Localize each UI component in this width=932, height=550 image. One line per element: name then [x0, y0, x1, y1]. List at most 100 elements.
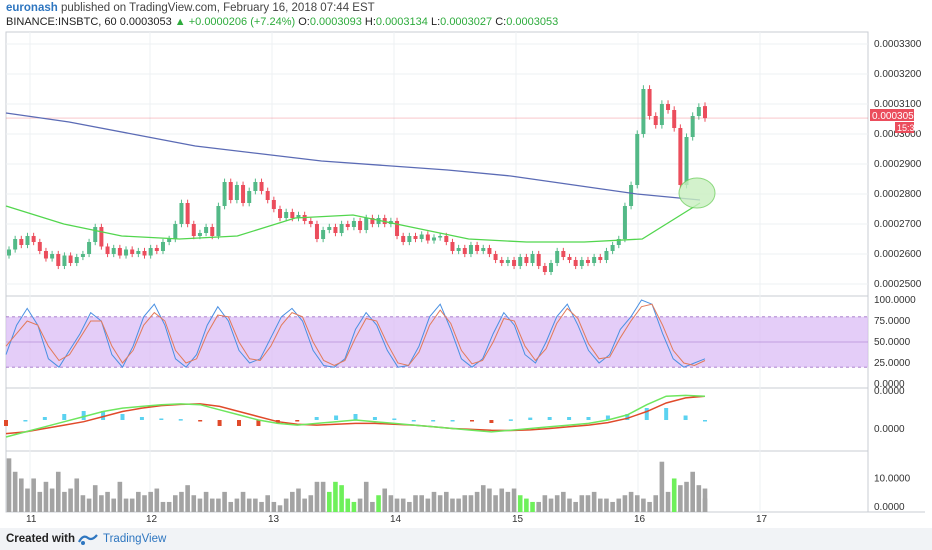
volume-bar — [671, 478, 677, 512]
volume-bar — [493, 495, 498, 512]
volume-bar — [554, 495, 560, 512]
candle — [542, 266, 547, 272]
candle — [555, 251, 560, 263]
volume-bar — [370, 501, 375, 512]
candle — [641, 89, 646, 134]
candle — [653, 116, 658, 125]
candle — [567, 257, 572, 260]
volume-tick-label: 0.0000 — [874, 502, 905, 513]
candle — [210, 227, 215, 236]
volume-bar — [191, 495, 197, 512]
volume-bar — [55, 471, 61, 512]
macd-tick-label: 0.0000 — [874, 386, 905, 397]
panel-frame-macd — [5, 387, 869, 452]
volume-bar — [468, 495, 474, 512]
macd-tick-label: 0.0000 — [874, 424, 905, 435]
candle — [339, 224, 344, 233]
volume-bar — [234, 498, 240, 512]
candle — [179, 203, 184, 224]
macd-histogram-bar — [431, 420, 436, 422]
candle — [370, 218, 375, 224]
candle — [185, 203, 190, 224]
volume-bar — [499, 488, 505, 512]
candle — [364, 218, 369, 230]
tradingview-link[interactable]: TradingView — [103, 533, 167, 545]
macd-histogram-bar — [703, 420, 707, 422]
volume-bar — [345, 498, 351, 512]
price-tag-value: 0.0003053 — [872, 111, 920, 122]
macd-histogram-bar — [120, 414, 125, 420]
y-tick-label: 0.0002500 — [874, 279, 922, 290]
open-label: O: — [298, 16, 310, 28]
volume-bar — [185, 485, 190, 512]
macd-histogram-bar — [683, 415, 688, 420]
volume-bar — [357, 498, 363, 512]
candle — [524, 257, 529, 263]
y-tick-label: 0.0002700 — [874, 219, 922, 230]
candle — [167, 239, 172, 242]
price-panel — [5, 43, 868, 285]
macd-histogram-bar — [314, 417, 319, 420]
volume-bar — [74, 478, 80, 512]
chart-canvas[interactable]: 11 12 13 14 15 16 17 0.0003300 0.0003200 0.000310… — [0, 0, 932, 528]
volume-bar — [561, 491, 566, 512]
x-tick-label: 15 — [512, 514, 524, 525]
volume-bar — [136, 491, 141, 512]
candle — [68, 255, 73, 263]
volume-bar — [246, 498, 252, 512]
candle — [401, 236, 406, 242]
volume-bar — [394, 498, 400, 512]
volume-bar — [517, 495, 523, 512]
published-text: published on TradingView.com, February 1… — [60, 2, 375, 14]
y-tick-label: 0.0002900 — [874, 159, 922, 170]
volume-bar — [604, 498, 609, 512]
author-link[interactable]: euronash — [6, 2, 58, 14]
volume-bar — [296, 488, 301, 512]
candle — [431, 237, 436, 241]
y-tick-label: 0.0003100 — [874, 99, 922, 110]
macd-histogram-bar — [237, 420, 241, 426]
macd-histogram-bar — [178, 419, 183, 421]
candle — [358, 221, 363, 230]
candle — [13, 239, 18, 250]
volume-bar — [197, 498, 203, 512]
macd-histogram-bar — [586, 417, 591, 420]
x-tick-label: 17 — [756, 514, 768, 525]
candle — [684, 137, 689, 185]
macd-histogram-bar — [625, 414, 630, 420]
macd-histogram-bar — [411, 420, 416, 422]
tradingview-logo-icon[interactable] — [77, 532, 99, 549]
volume-bar — [209, 498, 215, 512]
volume-bar — [179, 491, 184, 512]
candle — [604, 251, 609, 260]
volume-bar — [388, 495, 394, 512]
macd-histogram-bar — [547, 417, 552, 420]
volume-bar — [111, 498, 117, 512]
candle — [117, 248, 122, 256]
candle — [142, 251, 147, 256]
volume-bar — [511, 488, 517, 512]
x-tick-label: 12 — [146, 514, 158, 525]
candle — [481, 248, 486, 251]
volume-bar — [616, 498, 622, 512]
volume-bar — [290, 491, 295, 512]
volume-bar — [665, 491, 671, 512]
macd-histogram-bar — [567, 417, 572, 420]
candle — [74, 257, 79, 263]
volume-bar — [647, 501, 652, 512]
candle — [610, 245, 615, 251]
volume-bar — [25, 488, 30, 512]
volume-bar — [265, 495, 270, 512]
volume-bar — [690, 471, 695, 512]
volume-bar — [567, 498, 572, 512]
volume-bar — [62, 491, 67, 512]
volume-bar — [524, 498, 529, 512]
volume-bar — [86, 498, 92, 512]
candle — [376, 218, 381, 224]
volume-bar — [431, 491, 437, 512]
volume-bar — [320, 481, 326, 512]
candle — [314, 224, 319, 239]
volume-bar — [6, 458, 12, 512]
volume-panel — [6, 458, 708, 512]
volume-bar — [314, 481, 320, 512]
